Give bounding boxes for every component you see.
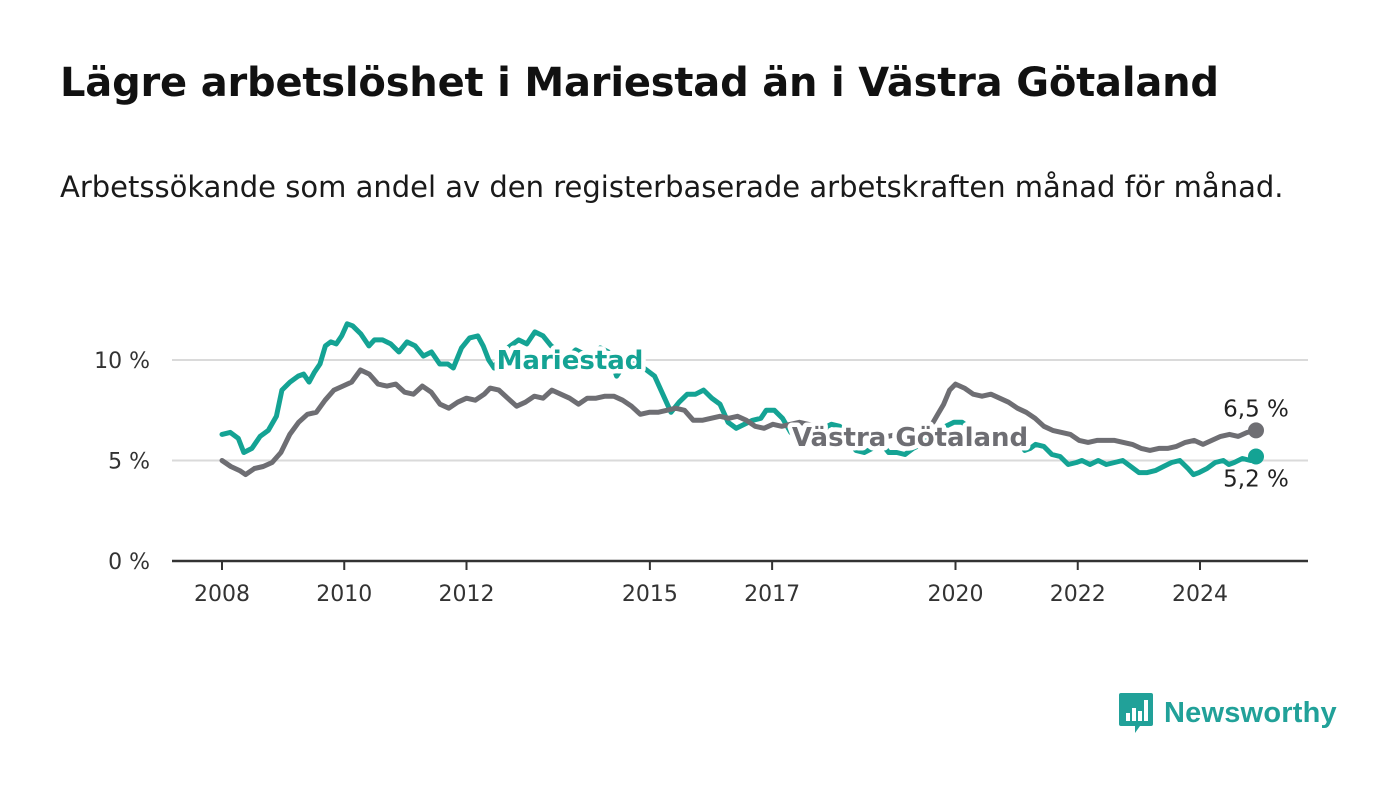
x-tick-label: 2020 — [928, 582, 984, 607]
mariestad-line — [219, 321, 1259, 478]
x-tick-label: 2010 — [316, 582, 372, 607]
mariestad-end-point — [1248, 448, 1264, 465]
mariestad-end-value-label: 5,2 % — [1223, 466, 1289, 492]
x-tick-label: 2008 — [194, 582, 250, 607]
brand-name: Newsworthy — [1164, 696, 1337, 729]
vastra-gotaland-series-label: Västra Götaland — [792, 423, 1028, 453]
y-tick-label: 5 % — [108, 450, 150, 475]
chart-title: Lägre arbetslöshet i Mariestad än i Väst… — [60, 60, 1219, 106]
x-tick-label: 2012 — [439, 582, 495, 607]
series-lines — [219, 321, 1264, 478]
x-tick-label: 2017 — [744, 582, 800, 607]
x-tick-label: 2015 — [622, 582, 678, 607]
vastra-gotaland-end-value-label: 6,5 % — [1223, 396, 1289, 422]
x-axis-tick-labels: 2008 2010 2012 2015 2017 2020 2022 2024 — [194, 561, 1228, 607]
mariestad-series-label: Mariestad — [497, 346, 644, 376]
vastra-gotaland-line — [219, 367, 1259, 478]
chart-subtitle: Arbetssökande som andel av den registerb… — [60, 170, 1284, 204]
vastra-gotaland-end-point — [1248, 422, 1264, 439]
x-tick-label: 2024 — [1172, 582, 1228, 607]
series-labels: 5,2 % 6,5 % Mariestad Västra Götaland — [492, 342, 1289, 493]
y-axis-tick-labels: 0 % 5 % 10 % — [94, 349, 150, 575]
newsworthy-chart-icon — [1119, 693, 1153, 733]
y-tick-label: 10 % — [94, 349, 150, 374]
x-tick-label: 2022 — [1050, 582, 1106, 607]
y-tick-label: 0 % — [108, 550, 150, 575]
newsworthy-logo: Newsworthy — [1118, 690, 1337, 736]
